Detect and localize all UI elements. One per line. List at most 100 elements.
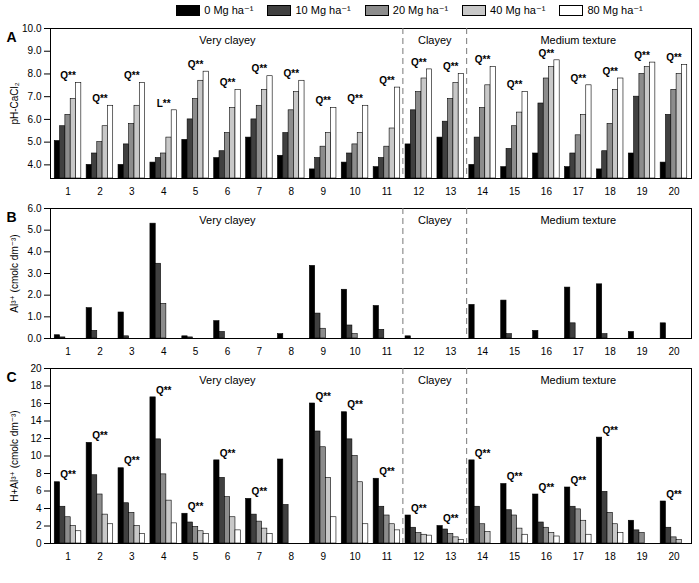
svg-text:9: 9 <box>320 551 326 562</box>
svg-text:Q**: Q** <box>539 482 555 493</box>
svg-text:19: 19 <box>637 346 649 357</box>
svg-text:20: 20 <box>668 551 680 562</box>
svg-text:9: 9 <box>320 346 326 357</box>
svg-text:16: 16 <box>30 398 42 409</box>
svg-text:14: 14 <box>477 551 489 562</box>
svg-text:Q**: Q** <box>602 66 618 77</box>
svg-text:6.0: 6.0 <box>28 203 42 214</box>
svg-text:Q**: Q** <box>379 75 395 86</box>
svg-text:18: 18 <box>605 551 617 562</box>
svg-text:3: 3 <box>129 551 135 562</box>
svg-text:3: 3 <box>129 186 135 197</box>
svg-text:12: 12 <box>30 433 42 444</box>
svg-text:4: 4 <box>161 551 167 562</box>
svg-text:6: 6 <box>225 551 231 562</box>
svg-text:17: 17 <box>573 346 585 357</box>
svg-text:Q**: Q** <box>220 448 236 459</box>
svg-text:20: 20 <box>30 363 42 374</box>
svg-text:Q**: Q** <box>315 95 331 106</box>
svg-text:Q**: Q** <box>443 61 459 72</box>
svg-text:Q**: Q** <box>602 425 618 436</box>
svg-text:A: A <box>7 29 17 45</box>
svg-text:Q**: Q** <box>92 430 108 441</box>
svg-text:7.0: 7.0 <box>28 91 42 102</box>
svg-text:B: B <box>7 209 17 225</box>
svg-text:20: 20 <box>668 186 680 197</box>
svg-text:13: 13 <box>445 346 457 357</box>
svg-text:5: 5 <box>193 186 199 197</box>
svg-text:5: 5 <box>193 551 199 562</box>
svg-text:11: 11 <box>382 346 393 357</box>
svg-text:16: 16 <box>541 551 553 562</box>
svg-text:5: 5 <box>193 346 199 357</box>
svg-text:1: 1 <box>65 346 71 357</box>
svg-text:C: C <box>7 369 17 385</box>
svg-text:Q**: Q** <box>188 501 204 512</box>
svg-text:18: 18 <box>605 346 617 357</box>
svg-text:19: 19 <box>637 186 649 197</box>
svg-text:Al³⁺ (cmolc dm⁻³): Al³⁺ (cmolc dm⁻³) <box>9 234 20 312</box>
svg-text:17: 17 <box>573 186 585 197</box>
svg-text:Q**: Q** <box>411 503 427 514</box>
svg-text:Clayey: Clayey <box>418 34 452 46</box>
svg-text:Q**: Q** <box>666 52 682 63</box>
svg-text:0: 0 <box>36 538 42 549</box>
svg-text:pH-CaCl₂: pH-CaCl₂ <box>9 82 20 124</box>
svg-text:11: 11 <box>382 186 393 197</box>
svg-text:Very clayey: Very clayey <box>199 374 256 386</box>
svg-text:Very clayey: Very clayey <box>199 214 256 226</box>
svg-text:10: 10 <box>349 346 361 357</box>
svg-text:Q**: Q** <box>507 79 523 90</box>
svg-text:13: 13 <box>445 186 457 197</box>
svg-text:Q**: Q** <box>124 70 140 81</box>
svg-text:8: 8 <box>36 468 42 479</box>
svg-text:6: 6 <box>225 346 231 357</box>
svg-text:15: 15 <box>509 186 521 197</box>
svg-text:Q**: Q** <box>220 77 236 88</box>
svg-text:4: 4 <box>161 186 167 197</box>
svg-text:Q**: Q** <box>475 54 491 65</box>
svg-text:11: 11 <box>382 551 393 562</box>
svg-text:19: 19 <box>637 551 649 562</box>
svg-text:Q**: Q** <box>475 448 491 459</box>
svg-text:Q**: Q** <box>252 63 268 74</box>
svg-text:2: 2 <box>97 551 103 562</box>
svg-text:5.0: 5.0 <box>28 224 42 235</box>
svg-text:L**: L** <box>157 98 171 109</box>
svg-text:7: 7 <box>257 346 263 357</box>
svg-text:Q**: Q** <box>315 391 331 402</box>
svg-text:Medium texture: Medium texture <box>540 34 616 46</box>
svg-text:Q**: Q** <box>539 48 555 59</box>
svg-text:Q**: Q** <box>666 489 682 500</box>
svg-text:10: 10 <box>30 450 42 461</box>
svg-text:4: 4 <box>36 503 42 514</box>
svg-text:8: 8 <box>288 551 294 562</box>
svg-text:5.0: 5.0 <box>28 136 42 147</box>
svg-text:6.0: 6.0 <box>28 114 42 125</box>
svg-text:Q**: Q** <box>60 469 76 480</box>
svg-text:Q**: Q** <box>634 50 650 61</box>
svg-text:10.0: 10.0 <box>22 23 42 34</box>
svg-text:10: 10 <box>349 551 361 562</box>
svg-text:1.0: 1.0 <box>28 311 42 322</box>
svg-text:4.0: 4.0 <box>28 159 42 170</box>
svg-text:8: 8 <box>288 186 294 197</box>
svg-text:Q**: Q** <box>379 466 395 477</box>
svg-text:Q**: Q** <box>571 475 587 486</box>
svg-text:2: 2 <box>36 520 42 531</box>
svg-text:6: 6 <box>225 186 231 197</box>
svg-text:3: 3 <box>129 346 135 357</box>
svg-text:2: 2 <box>97 186 103 197</box>
svg-text:1: 1 <box>65 186 71 197</box>
svg-text:15: 15 <box>509 551 521 562</box>
svg-text:H+Al³⁺ (cmolc dm⁻³): H+Al³⁺ (cmolc dm⁻³) <box>9 410 20 501</box>
svg-text:Q**: Q** <box>60 70 76 81</box>
svg-text:17: 17 <box>573 551 585 562</box>
svg-text:Clayey: Clayey <box>418 374 452 386</box>
svg-text:20: 20 <box>668 346 680 357</box>
svg-text:12: 12 <box>413 551 425 562</box>
svg-text:8.0: 8.0 <box>28 68 42 79</box>
svg-text:9: 9 <box>320 186 326 197</box>
svg-text:18: 18 <box>605 186 617 197</box>
svg-text:2: 2 <box>97 346 103 357</box>
